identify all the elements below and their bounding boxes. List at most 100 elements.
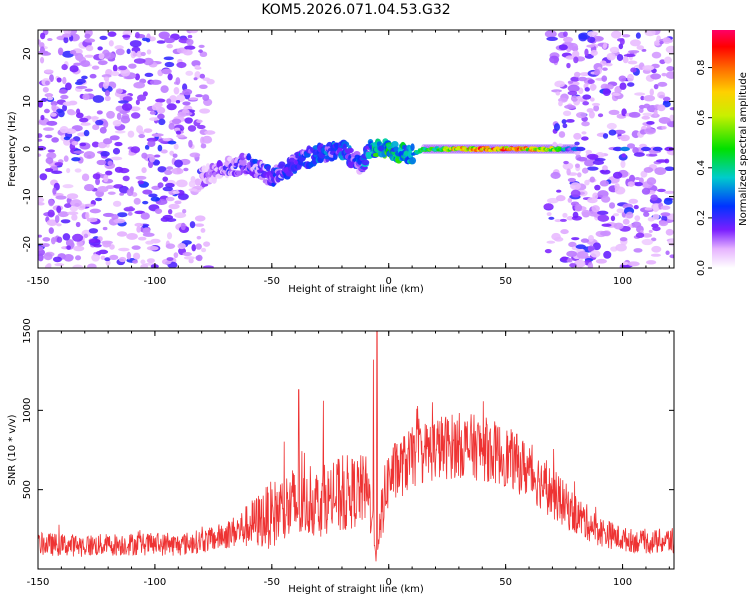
spectrogram-noise-blob — [107, 191, 116, 195]
spectrogram-noise-blob — [575, 244, 587, 250]
spectrogram-signal-blob — [410, 143, 415, 151]
spectrogram-noise-blob — [665, 45, 674, 54]
spectrogram-noise-blob — [176, 61, 187, 69]
spectrogram-noise-blob — [558, 100, 563, 107]
spectrogram-noise-blob — [581, 167, 589, 174]
chart-title: KOM5.2026.071.04.53.G32 — [261, 2, 450, 18]
spectrogram-noise-blob — [169, 150, 175, 156]
spectrogram-noise-blob — [63, 36, 69, 44]
spectrogram-noise-blob — [143, 128, 153, 133]
spectrogram-noise-blob — [119, 192, 125, 196]
spectrogram-noise-blob — [136, 225, 142, 233]
spectrogram-noise-blob — [81, 75, 88, 80]
spectrogram-noise-blob — [546, 240, 556, 244]
spectrogram-noise-blob — [84, 38, 96, 43]
spectrogram-noise-blob — [88, 228, 99, 234]
spectrogram-noise-blob — [62, 101, 73, 106]
spectrogram-noise-blob — [563, 36, 573, 43]
spectrogram-noise-blob — [590, 249, 601, 258]
spectrogram-noise-blob — [149, 155, 156, 163]
spectrogram-noise-blob — [581, 209, 591, 217]
spectrogram-noise-blob — [581, 121, 590, 127]
spectrogram-noise-blob — [587, 79, 595, 84]
spectrogram-noise-blob — [103, 76, 110, 82]
spectrogram-noise-blob — [553, 123, 561, 131]
spectrogram-noise-blob — [104, 257, 111, 262]
spectrogram-noise-blob — [594, 184, 601, 191]
spectrogram-noise-blob — [636, 45, 645, 51]
spectrogram-noise-blob — [97, 60, 108, 66]
spectrogram-noise-blob — [112, 147, 121, 155]
spectrogram-signal-blob — [265, 165, 271, 172]
spectrogram-noise-blob — [586, 166, 599, 171]
spectrogram-noise-blob — [582, 101, 590, 106]
spectrogram-noise-blob — [559, 218, 567, 222]
spectrogram-noise-blob — [587, 262, 594, 268]
spectrogram-noise-blob — [612, 171, 623, 179]
spectrogram-noise-blob — [567, 197, 573, 203]
spectrogram-noise-blob — [562, 110, 572, 117]
spectrogram-noise-blob — [566, 216, 574, 221]
spectrogram-noise-blob — [641, 238, 654, 246]
spectrogram-noise-blob — [551, 232, 561, 241]
spectrogram-noise-blob — [634, 215, 641, 222]
spectrogram-noise-blob — [198, 44, 205, 49]
spectrogram-noise-blob — [44, 264, 52, 268]
spectrogram-noise-blob — [114, 45, 124, 50]
spectrogram-noise-blob — [51, 104, 57, 111]
spectrogram-noise-blob — [196, 124, 206, 130]
spectrogram-noise-blob — [111, 213, 119, 221]
spectrogram-noise-blob — [166, 43, 174, 49]
spectrogram-noise-blob — [188, 180, 196, 188]
spectrogram-noise-blob — [38, 138, 43, 142]
spectrogram-noise-blob — [578, 32, 590, 40]
spectrogram-noise-blob — [175, 130, 182, 135]
colorbar-ticks: 0.0 0.2 0.4 0.6 0.8 — [696, 60, 712, 276]
spectrogram-noise-blob — [176, 179, 188, 188]
spectrogram-noise-blob — [173, 252, 179, 259]
spectrogram-noise-blob — [156, 40, 166, 44]
spectrogram-noise-blob — [201, 135, 213, 144]
spectrogram-noise-blob — [46, 120, 58, 126]
spectrogram-noise-blob — [101, 74, 112, 78]
spectrogram-noise-blob — [572, 50, 580, 58]
spectrogram-noise-blob — [157, 166, 167, 173]
spectrogram-noise-blob — [616, 208, 625, 214]
spectrogram-noise-blob — [150, 196, 161, 202]
spectrogram-noise-blob — [79, 117, 89, 123]
spectrogram-noise-blob — [140, 259, 146, 265]
spectrogram-noise-blob — [657, 188, 666, 193]
spectrogram-noise-blob — [555, 195, 566, 202]
spectrogram-noise-blob — [43, 252, 53, 261]
spectrogram-noise-blob — [554, 80, 566, 88]
spectrogram-noise-blob — [641, 48, 647, 52]
spectrogram-noise-blob — [552, 142, 558, 147]
snr-ylabel: SNR (10 * v/v) — [7, 414, 18, 485]
spectrogram-noise-blob — [604, 84, 614, 90]
spectrogram-noise-blob — [83, 203, 96, 207]
spectrogram-noise-blob — [75, 255, 82, 261]
spectrogram-noise-blob — [621, 261, 629, 266]
spectrogram-noise-blob — [38, 145, 47, 151]
spectrogram-noise-blob — [52, 256, 62, 263]
spectrogram-noise-blob — [182, 88, 193, 96]
spectrogram-signal-blob — [365, 152, 373, 160]
spectrogram-noise-blob — [119, 185, 129, 194]
spectrogram-noise-blob — [56, 77, 62, 83]
spectrogram-noise-blob — [105, 170, 113, 176]
spectrogram-noise-blob — [38, 133, 43, 138]
spectrogram-noise-blob — [71, 214, 78, 221]
spectrogram-noise-blob — [160, 149, 168, 154]
spectrogram-noise-blob — [91, 141, 100, 148]
spectrogram-noise-blob — [571, 237, 580, 241]
spectrogram-noise-blob — [39, 173, 48, 181]
spectrogram-noise-blob — [658, 220, 668, 227]
spectrogram-noise-blob — [149, 79, 162, 85]
spectrogram-noise-blob — [166, 232, 173, 240]
spectrogram-noise-blob — [129, 106, 141, 112]
spectrogram-noise-blob — [663, 197, 673, 205]
spectrogram-noise-blob — [137, 236, 147, 241]
spectrogram-noise-blob — [605, 62, 613, 67]
spectrogram-noise-blob — [126, 232, 138, 240]
spectrogram-noise-blob — [62, 76, 67, 85]
